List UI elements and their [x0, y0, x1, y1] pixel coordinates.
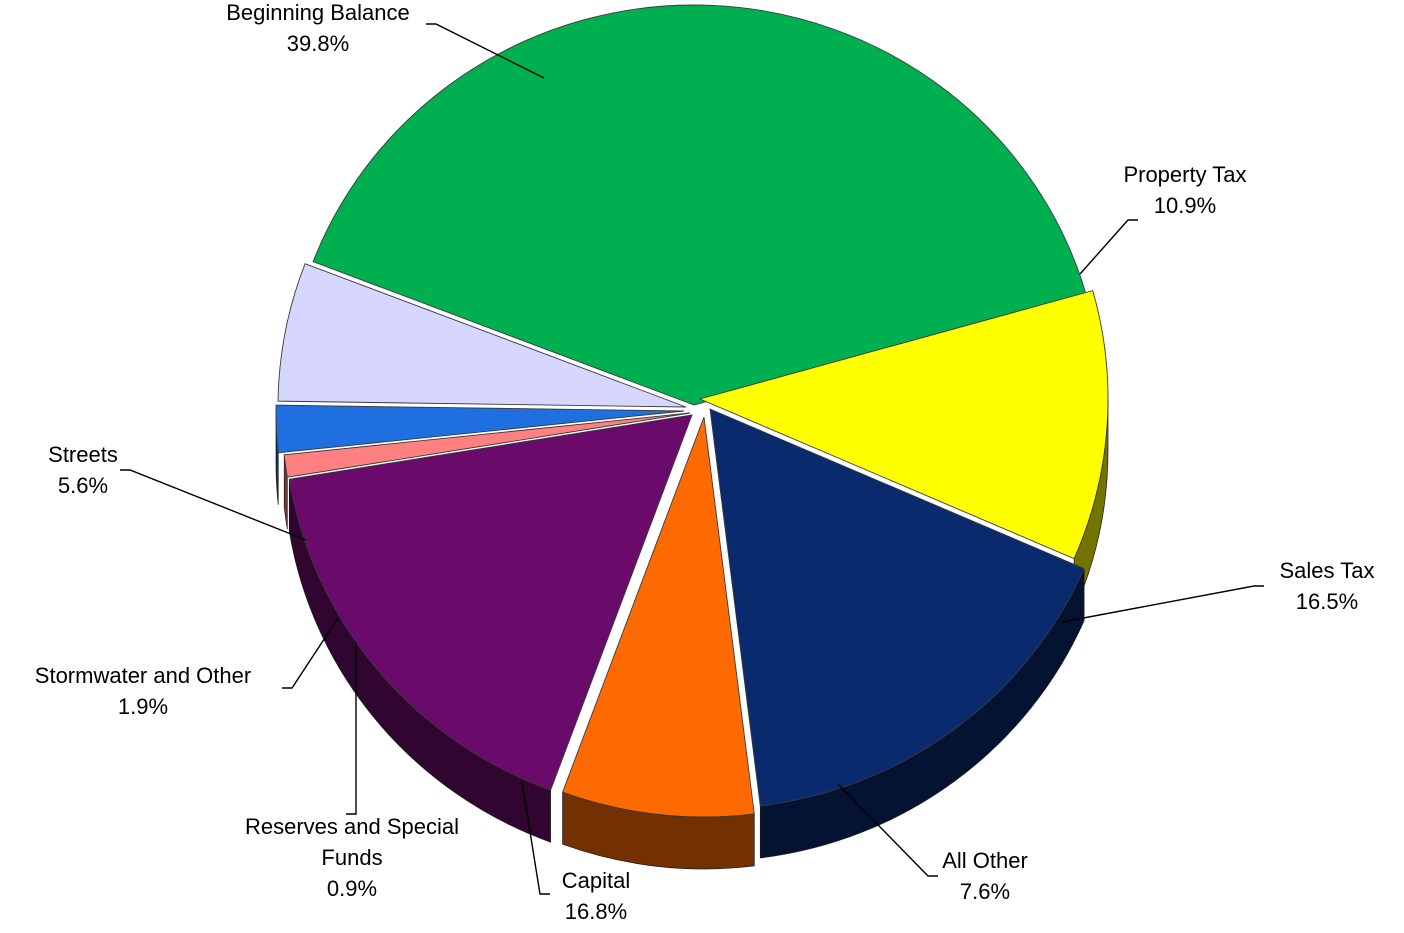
slice-label-reserves-and-special-funds-line-1: Reserves and Special [245, 814, 459, 839]
slice-capital [288, 414, 693, 791]
slice-label-all-other: All Other [942, 848, 1028, 873]
leader-line-beginning-balance [426, 23, 545, 79]
leader-lines-layer [120, 23, 1264, 895]
leader-line-property-tax [1079, 219, 1138, 275]
leader-line-stormwater-and-other [282, 617, 339, 689]
slice-streets [277, 263, 687, 408]
slice-value-all-other: 7.6% [960, 879, 1010, 904]
slice-sales-tax [709, 408, 1085, 807]
slice-value-streets: 5.6% [58, 473, 108, 498]
slice-label-sales-tax: Sales Tax [1280, 558, 1375, 583]
slice-property-tax [698, 290, 1109, 560]
leader-line-sales-tax [1061, 585, 1264, 623]
slice-label-stormwater-and-other: Stormwater and Other [35, 663, 251, 688]
slice-all-other [562, 416, 755, 818]
slice-sides-layer [275, 398, 1109, 870]
slice-tops-layer [275, 4, 1109, 818]
slice-labels-layer: Beginning Balance 39.8% Property Tax 10.9% S… [35, 0, 1375, 924]
slice-value-stormwater-and-other: 1.9% [118, 694, 168, 719]
leader-line-all-other [837, 783, 938, 877]
slice-value-property-tax: 10.9% [1154, 193, 1216, 218]
slice-value-beginning-balance: 39.8% [287, 31, 349, 56]
slice-label-property-tax: Property Tax [1123, 162, 1246, 187]
slice-label-reserves-and-special-funds-line-2: Funds [321, 845, 382, 870]
slice-beginning-balance [312, 4, 1088, 406]
slice-label-capital: Capital [562, 868, 630, 893]
slice-value-sales-tax: 16.5% [1296, 589, 1358, 614]
slice-stormwater-and-other [275, 404, 685, 454]
slice-value-reserves-and-special-funds: 0.9% [327, 876, 377, 901]
slice-label-beginning-balance: Beginning Balance [226, 0, 409, 25]
slice-reserves-and-special-funds [283, 412, 691, 478]
slice-value-capital: 16.8% [565, 899, 627, 924]
slice-label-streets: Streets [48, 442, 118, 467]
leader-line-capital [521, 781, 550, 895]
leader-line-streets [120, 469, 307, 541]
leader-line-reserves-and-special-funds [346, 642, 357, 815]
